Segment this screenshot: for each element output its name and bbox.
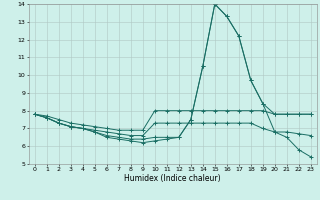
X-axis label: Humidex (Indice chaleur): Humidex (Indice chaleur) (124, 174, 221, 183)
